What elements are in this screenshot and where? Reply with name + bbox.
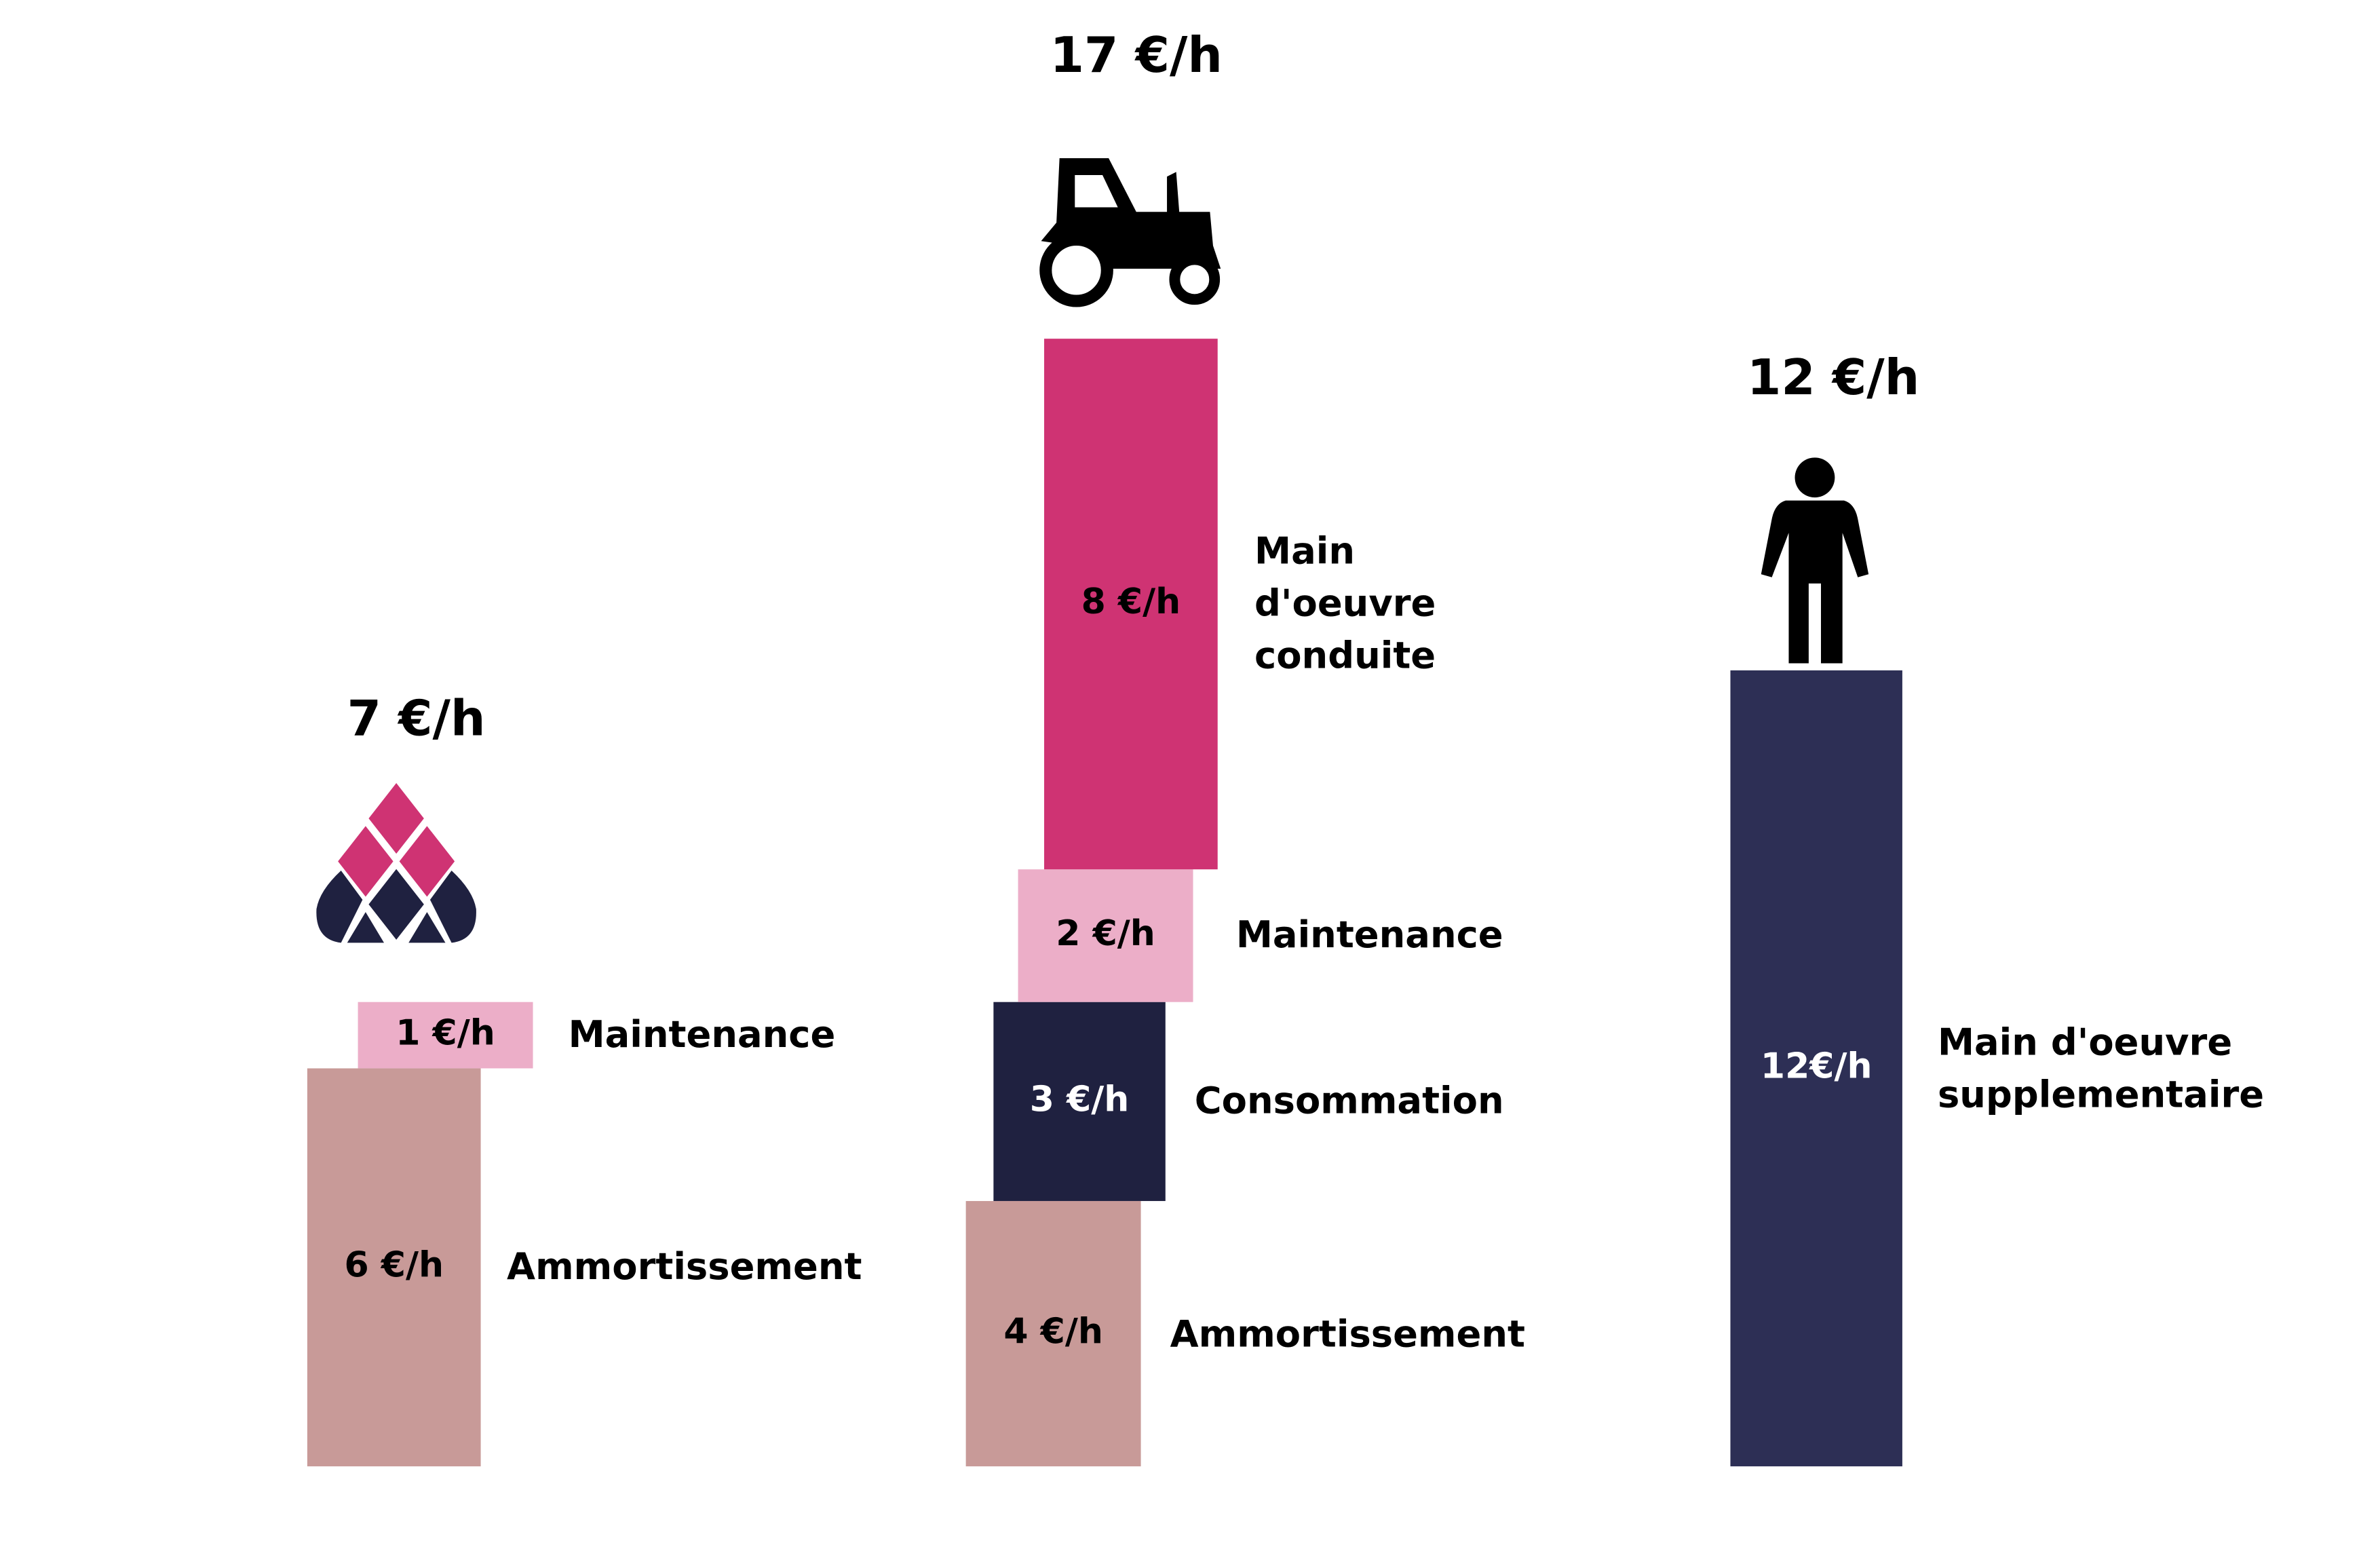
value-label: 4 €/h — [1003, 1311, 1103, 1352]
bar-segment — [358, 1002, 533, 1069]
segment-name-text: Consommation — [1194, 1080, 1504, 1123]
bar-segment — [993, 1002, 1166, 1201]
bar-segment — [1044, 339, 1218, 870]
bar-segment — [307, 1068, 481, 1466]
segment-name-text: Maintenance — [568, 1013, 836, 1057]
segment-name: Ammortissement — [507, 1246, 862, 1289]
value-label: 8 €/h — [1081, 582, 1181, 622]
value-label: 12€/h — [1761, 1046, 1873, 1086]
bar-segment — [1730, 670, 1902, 1466]
segment-name: Maintenance — [1235, 914, 1503, 957]
segment-name: Main d'oeuvre conduite — [1254, 530, 1436, 678]
segment-name-text: Main d'oeuvre conduite — [1254, 530, 1436, 678]
value-label: 3 €/h — [1030, 1079, 1130, 1120]
bar-segment — [965, 1200, 1141, 1466]
segment-name-text: Ammortissement — [507, 1246, 862, 1289]
segment-name: Ammortissement — [1170, 1312, 1525, 1356]
value-label: 6 €/h — [344, 1245, 444, 1286]
tractor-icon — [1039, 158, 1221, 307]
drop-icon — [316, 783, 476, 943]
total-label: 12 €/h — [1747, 349, 1919, 406]
segment-name: Consommation — [1194, 1080, 1504, 1123]
total-label: 17 €/h — [1050, 27, 1223, 84]
total-label: 7 €/h — [347, 691, 486, 748]
segment-name: Maintenance — [568, 1013, 836, 1057]
person-icon — [1761, 457, 1869, 664]
value-label: 2 €/h — [1056, 913, 1155, 954]
segment-name-text: Ammortissement — [1170, 1312, 1525, 1356]
segment-name: Main d'oeuvre supplementaire — [1937, 1021, 2265, 1116]
bar-segment — [1018, 869, 1193, 1002]
value-label: 1 €/h — [396, 1013, 495, 1054]
segment-name-text: Main d'oeuvre supplementaire — [1937, 1021, 2265, 1116]
segment-name-text: Maintenance — [1235, 914, 1503, 957]
